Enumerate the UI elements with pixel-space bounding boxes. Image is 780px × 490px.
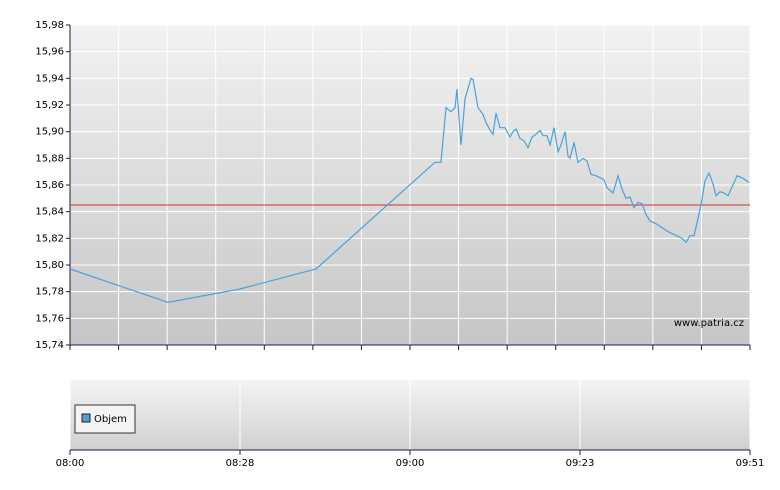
legend-swatch bbox=[81, 413, 91, 423]
watermark: www.patria.cz bbox=[674, 318, 744, 329]
x-tick-label: 09:00 bbox=[396, 458, 425, 469]
y-tick-label: 15,74 bbox=[35, 340, 64, 351]
y-tick-label: 15,82 bbox=[35, 233, 64, 244]
y-tick-label: 15,76 bbox=[35, 313, 64, 324]
y-tick-label: 15,92 bbox=[35, 100, 64, 111]
y-tick-label: 15,84 bbox=[35, 207, 64, 218]
y-tick-label: 15,80 bbox=[35, 260, 64, 271]
y-tick-label: 15,88 bbox=[35, 153, 64, 164]
y-tick-label: 15,86 bbox=[35, 180, 64, 191]
x-tick-label: 09:51 bbox=[736, 458, 765, 469]
x-tick-label: 08:28 bbox=[226, 458, 255, 469]
legend-label: Objem bbox=[94, 414, 127, 425]
x-tick-label: 09:23 bbox=[566, 458, 595, 469]
y-tick-label: 15,78 bbox=[35, 287, 64, 298]
x-tick-label: 08:00 bbox=[56, 458, 85, 469]
y-tick-label: 15,94 bbox=[35, 73, 64, 84]
y-tick-label: 15,90 bbox=[35, 127, 64, 138]
y-tick-label: 15,96 bbox=[35, 47, 64, 58]
price-line bbox=[69, 77, 750, 303]
y-tick-label: 15,98 bbox=[35, 20, 64, 31]
